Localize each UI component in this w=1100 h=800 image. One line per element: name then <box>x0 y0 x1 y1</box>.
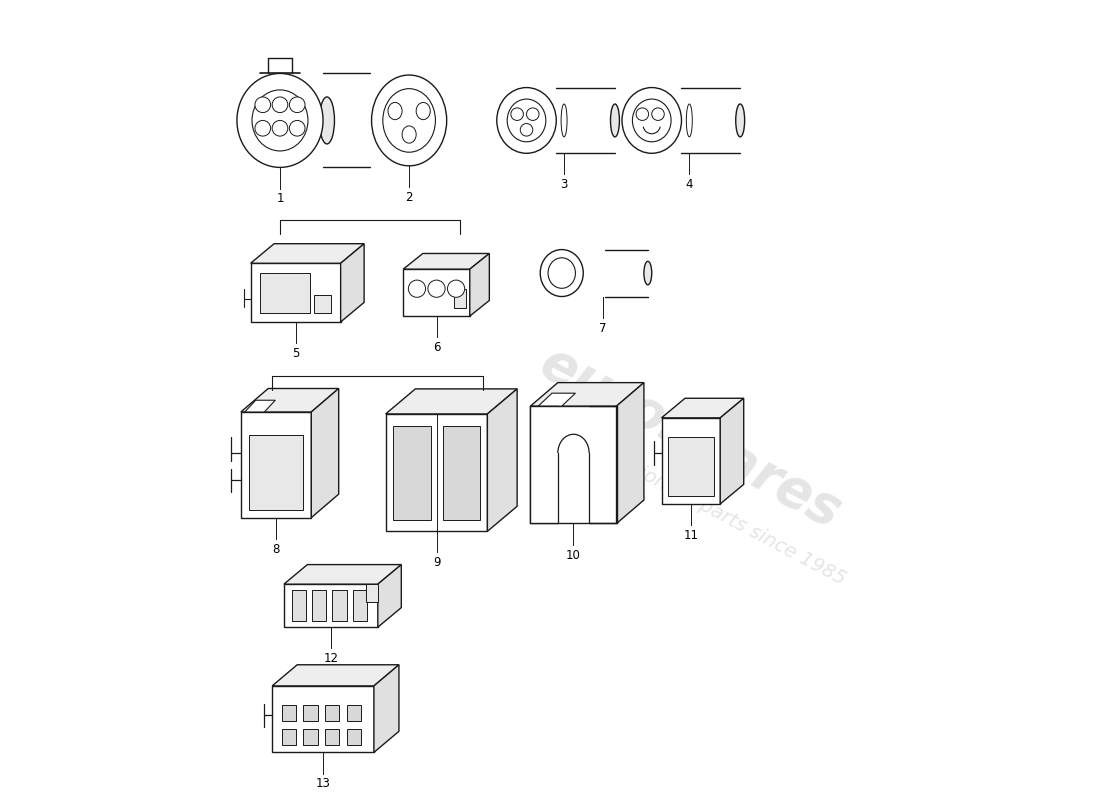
Circle shape <box>636 108 649 121</box>
Polygon shape <box>404 254 490 269</box>
Ellipse shape <box>621 87 682 154</box>
Circle shape <box>527 108 539 121</box>
Polygon shape <box>386 414 487 531</box>
Text: 13: 13 <box>316 778 330 790</box>
Polygon shape <box>311 389 339 518</box>
Polygon shape <box>292 590 306 621</box>
Ellipse shape <box>416 102 430 120</box>
Circle shape <box>448 280 464 298</box>
Polygon shape <box>241 389 339 412</box>
Polygon shape <box>312 590 327 621</box>
Polygon shape <box>530 382 643 406</box>
Polygon shape <box>374 665 399 753</box>
Text: 7: 7 <box>600 322 606 334</box>
Ellipse shape <box>610 104 619 137</box>
Polygon shape <box>284 565 402 584</box>
Polygon shape <box>487 389 517 531</box>
Polygon shape <box>386 389 517 414</box>
Polygon shape <box>348 729 362 745</box>
Ellipse shape <box>372 75 447 166</box>
Polygon shape <box>282 729 296 745</box>
Polygon shape <box>282 706 296 721</box>
Polygon shape <box>661 418 721 504</box>
Ellipse shape <box>540 250 583 297</box>
Text: 6: 6 <box>432 341 440 354</box>
Polygon shape <box>249 435 304 510</box>
Circle shape <box>510 108 524 121</box>
Text: passion for parts since 1985: passion for parts since 1985 <box>596 442 848 589</box>
Polygon shape <box>332 590 346 621</box>
Polygon shape <box>326 706 340 721</box>
Polygon shape <box>353 590 367 621</box>
Text: 8: 8 <box>273 542 279 556</box>
Text: 1: 1 <box>276 193 284 206</box>
Circle shape <box>408 280 426 298</box>
Polygon shape <box>661 398 744 418</box>
Text: 4: 4 <box>685 178 693 191</box>
Polygon shape <box>272 686 374 753</box>
Ellipse shape <box>497 87 557 154</box>
Polygon shape <box>245 400 275 412</box>
Polygon shape <box>470 254 490 316</box>
Ellipse shape <box>507 99 546 142</box>
Ellipse shape <box>252 90 308 151</box>
Circle shape <box>272 121 288 136</box>
Circle shape <box>428 280 446 298</box>
Polygon shape <box>720 398 744 504</box>
Circle shape <box>289 97 305 113</box>
Text: 5: 5 <box>292 347 299 360</box>
Circle shape <box>272 97 288 113</box>
Text: eurospares: eurospares <box>531 336 850 538</box>
Polygon shape <box>251 263 341 322</box>
Polygon shape <box>616 382 644 523</box>
Text: 3: 3 <box>560 178 568 191</box>
Polygon shape <box>260 273 309 313</box>
Polygon shape <box>315 295 331 313</box>
Polygon shape <box>241 412 311 518</box>
Text: 11: 11 <box>683 529 698 542</box>
Ellipse shape <box>388 102 403 120</box>
Text: 2: 2 <box>406 191 412 204</box>
Ellipse shape <box>644 262 651 285</box>
Circle shape <box>289 121 305 136</box>
Polygon shape <box>251 244 364 263</box>
Ellipse shape <box>383 89 436 152</box>
Polygon shape <box>454 289 466 308</box>
Polygon shape <box>530 406 616 523</box>
Polygon shape <box>304 729 318 745</box>
Polygon shape <box>348 706 362 721</box>
Polygon shape <box>538 393 575 406</box>
Polygon shape <box>404 269 470 316</box>
Text: 10: 10 <box>566 549 581 562</box>
Circle shape <box>651 108 664 121</box>
Text: 9: 9 <box>432 556 440 570</box>
Ellipse shape <box>236 74 323 167</box>
Circle shape <box>255 121 271 136</box>
Polygon shape <box>284 584 377 627</box>
Circle shape <box>255 97 271 113</box>
Polygon shape <box>326 729 340 745</box>
Polygon shape <box>304 706 318 721</box>
Polygon shape <box>443 426 481 519</box>
Ellipse shape <box>403 126 416 143</box>
Polygon shape <box>394 426 431 519</box>
Ellipse shape <box>632 99 671 142</box>
Polygon shape <box>341 244 364 322</box>
Polygon shape <box>366 584 377 602</box>
Circle shape <box>520 123 532 136</box>
Ellipse shape <box>319 97 334 144</box>
Ellipse shape <box>548 258 575 288</box>
Polygon shape <box>272 665 399 686</box>
Polygon shape <box>530 406 558 523</box>
Polygon shape <box>668 438 714 496</box>
Polygon shape <box>377 565 402 627</box>
Ellipse shape <box>736 104 745 137</box>
Text: 12: 12 <box>323 652 339 666</box>
